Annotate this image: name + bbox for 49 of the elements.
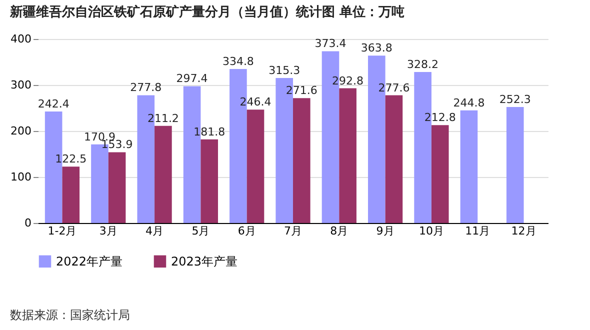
x-tick-label: 11月: [465, 224, 490, 238]
x-tick-label: 1-2月: [48, 224, 77, 238]
bar: [506, 106, 524, 223]
y-tick-label: 100: [10, 170, 32, 184]
bar: [293, 98, 310, 223]
data-label: 315.3: [268, 64, 300, 77]
data-label: 277.8: [130, 81, 162, 94]
x-tick-label: 10月: [418, 224, 444, 238]
data-label: 328.2: [407, 58, 439, 72]
data-label: 242.4: [38, 97, 70, 110]
chart-title: 新疆维吾尔自治区铁矿石原矿产量分月（当月值）统计图 单位：万吨: [9, 4, 405, 20]
data-label: 246.4: [240, 96, 272, 109]
data-label: 373.4: [314, 37, 346, 50]
data-label: 122.5: [55, 152, 87, 166]
x-tick-label: 6月: [238, 224, 256, 238]
data-label: 252.3: [499, 92, 531, 106]
x-tick-label: 3月: [99, 224, 118, 238]
bar: [460, 110, 478, 223]
data-label: 211.2: [147, 112, 179, 125]
data-label: 297.4: [176, 72, 208, 86]
x-tick-label: 8月: [330, 224, 348, 238]
data-label: 212.8: [424, 111, 456, 124]
x-tick-label: 7月: [284, 224, 302, 238]
bar: [385, 95, 403, 223]
x-tick-label: 9月: [376, 224, 394, 238]
x-tick-label: 4月: [146, 224, 164, 238]
bar: [246, 110, 264, 223]
y-tick-label: 400: [10, 32, 32, 46]
bar: [62, 166, 80, 223]
bar: [339, 88, 356, 223]
bar: [108, 152, 126, 223]
x-tick-label: 12月: [511, 224, 536, 238]
y-tick-label: 300: [10, 78, 32, 92]
data-label: 363.8: [360, 42, 392, 55]
source-note: 数据来源：国家统计局: [10, 307, 130, 324]
data-label: 334.8: [222, 54, 254, 68]
bar: [154, 126, 172, 223]
data-label: 181.8: [194, 125, 226, 138]
y-tick-label: 0: [24, 216, 32, 230]
data-label: 244.8: [453, 96, 485, 110]
data-label: 292.8: [332, 74, 364, 88]
bar: [200, 139, 218, 223]
bar: [431, 125, 449, 223]
data-label: 277.6: [378, 81, 410, 94]
legend-label: 2023年产量: [171, 254, 238, 268]
legend-label: 2022年产量: [56, 254, 123, 268]
y-tick-label: 200: [10, 124, 32, 138]
x-tick-label: 5月: [192, 224, 210, 238]
data-label: 271.6: [286, 84, 318, 98]
